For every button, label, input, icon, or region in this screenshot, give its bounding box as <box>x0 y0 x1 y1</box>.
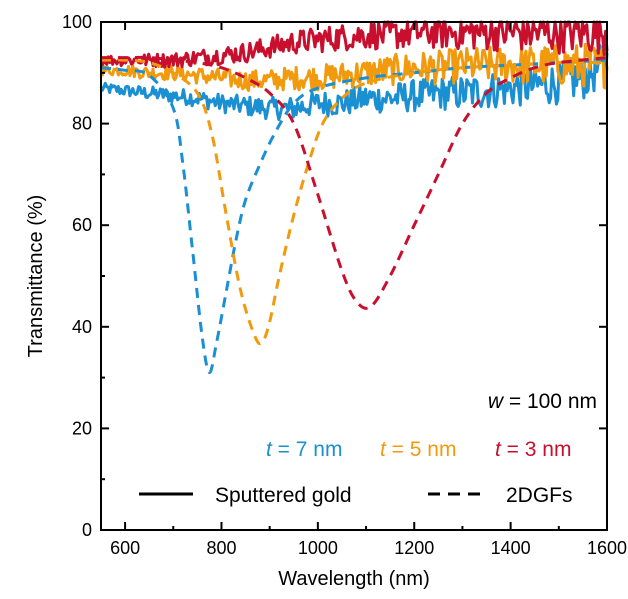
y-tick-label: 40 <box>72 317 92 337</box>
series-line-2dgfs-5 <box>101 55 608 310</box>
thickness-label: t = 7 nm <box>266 438 342 461</box>
thickness-labels: t = 7 nm t = 5 nm t = 3 nm <box>266 438 571 461</box>
x-axis-title: Wavelength (nm) <box>278 568 430 590</box>
series-layer <box>99 20 609 375</box>
width-value: = 100 nm <box>503 390 597 413</box>
width-annotation: w = 100 nm <box>488 390 597 413</box>
series-line-sputtered-gold-2 <box>99 20 609 69</box>
y-tick-label: 60 <box>72 215 92 235</box>
series-line-2dgfs-4 <box>100 58 608 346</box>
y-tick-label: 80 <box>72 114 92 134</box>
x-tick-label: 1200 <box>394 538 434 558</box>
width-variable: w <box>488 390 505 413</box>
thickness-value: = 5 nm <box>386 438 457 461</box>
legend: Sputtered gold 2DGFs <box>139 484 573 507</box>
y-axis-title: Transmittance (%) <box>25 195 47 358</box>
x-tick-label: 800 <box>206 538 236 558</box>
thickness-label: t = 3 nm <box>495 438 571 461</box>
legend-label-2dgfs: 2DGFs <box>506 484 573 507</box>
x-tick-label: 600 <box>110 538 140 558</box>
ticks-layer: 600 800 1000 1200 1400 1600 0 20 40 60 80 100 <box>62 12 627 558</box>
x-tick-label: 1000 <box>298 538 338 558</box>
thickness-value: = 7 nm <box>272 438 343 461</box>
thickness-variable: t <box>380 438 387 461</box>
x-tick-label: 1400 <box>491 538 531 558</box>
thickness-variable: t <box>266 438 273 461</box>
y-tick-label: 20 <box>72 418 92 438</box>
thickness-value: = 3 nm <box>501 438 572 461</box>
x-tick-label: 1600 <box>587 538 627 558</box>
y-tick-label: 0 <box>82 520 92 540</box>
thickness-variable: t <box>495 438 502 461</box>
y-tick-label: 100 <box>62 12 92 32</box>
legend-label-sputtered-gold: Sputtered gold <box>215 484 352 507</box>
series-line-2dgfs-3 <box>100 58 608 375</box>
thickness-label: t = 5 nm <box>380 438 456 461</box>
